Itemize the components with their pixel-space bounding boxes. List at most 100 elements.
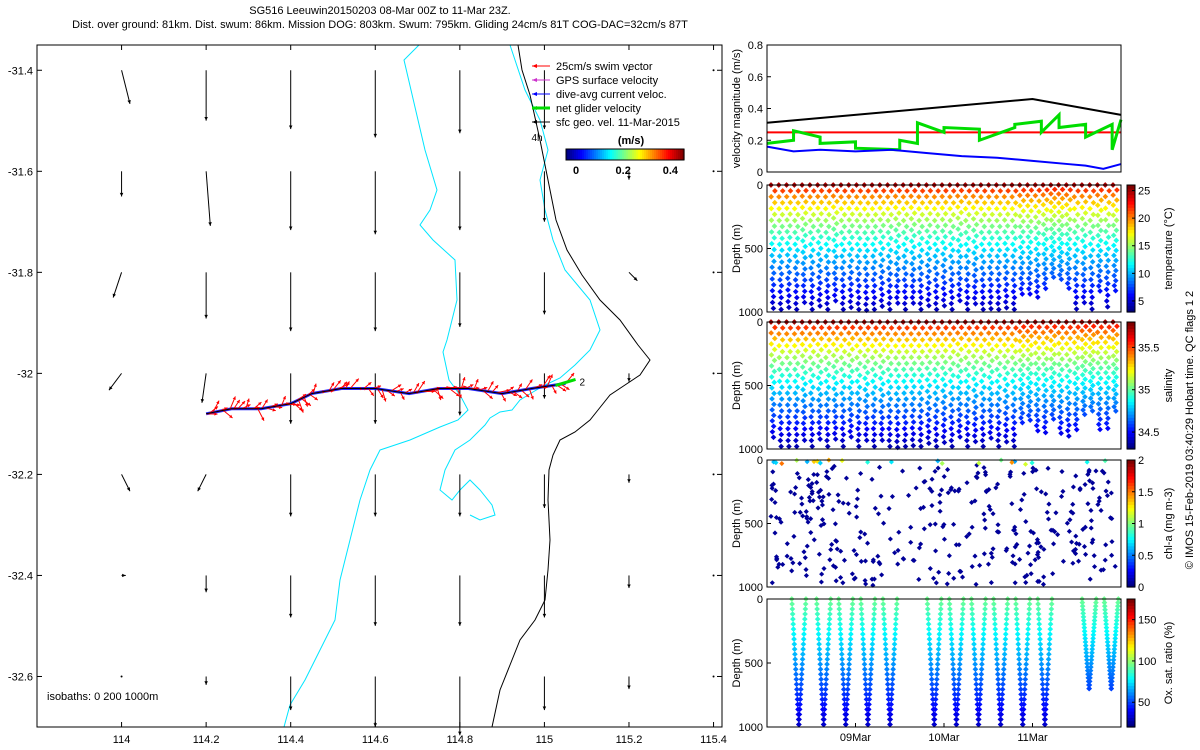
temperature-point	[900, 229, 907, 236]
salinity-point	[1081, 411, 1088, 418]
temperature-point	[1098, 187, 1105, 193]
chla-point	[939, 487, 945, 493]
salinity-colorbar-cell	[1127, 350, 1135, 355]
salinity-point	[918, 408, 925, 414]
temperature-point	[834, 198, 840, 205]
temperature-point	[1098, 217, 1104, 224]
salinity-point	[839, 390, 845, 396]
temperature-point	[1010, 253, 1016, 259]
geo-vector-head	[200, 398, 205, 403]
chla-point	[799, 501, 805, 507]
salinity-point	[786, 396, 793, 402]
salinity-point	[942, 382, 949, 388]
temperature-point	[1080, 260, 1086, 267]
salinity-point	[934, 372, 941, 379]
chla-point	[803, 509, 809, 515]
salinity-point	[988, 424, 995, 430]
temperature-point	[904, 199, 910, 206]
salinity-point	[1019, 410, 1026, 416]
swim-vector-head	[475, 379, 479, 383]
salinity-point	[943, 324, 949, 331]
salinity-point	[1011, 431, 1018, 438]
temperature-point	[869, 229, 876, 236]
temperature-point	[810, 188, 817, 194]
chla-point	[977, 562, 983, 568]
salinity-point	[973, 347, 980, 354]
oxygen-point	[823, 681, 829, 688]
salinity-point	[958, 357, 964, 364]
temperature-point	[807, 229, 814, 236]
oxygen-point	[802, 611, 808, 617]
temperature-point	[980, 282, 987, 289]
salinity-point	[856, 443, 862, 450]
swim-vector-head	[529, 379, 533, 383]
temperature-point	[940, 285, 947, 292]
map-colorbar-cell	[638, 149, 641, 160]
oxygen-point	[1089, 649, 1095, 656]
temperature-point	[1051, 248, 1057, 254]
temperature-point	[832, 286, 839, 293]
oxygen-point	[955, 686, 962, 693]
oxygen-point	[798, 676, 805, 683]
oxygen-point	[848, 631, 854, 637]
temperature-colorbar-cell	[1127, 204, 1135, 208]
temperature-point	[769, 299, 776, 306]
salinity-point	[981, 336, 988, 343]
chla-point	[817, 460, 823, 466]
temperature-point	[958, 187, 965, 194]
oxygen-point	[999, 696, 1005, 703]
temperature-point	[932, 253, 938, 259]
chla-point	[975, 470, 981, 476]
chla-point	[941, 473, 947, 480]
chla-point	[972, 553, 978, 559]
temperature-point	[833, 242, 840, 249]
temperature-point	[872, 199, 879, 206]
salinity-point	[1064, 406, 1071, 412]
oxygen-point	[888, 696, 895, 703]
temperature-point	[924, 251, 931, 257]
temperature-point	[958, 209, 965, 216]
chla-point	[869, 476, 875, 482]
salinity-point	[777, 402, 783, 408]
salinity-point	[1017, 347, 1023, 354]
salinity-point	[901, 402, 908, 408]
oxygen-point	[1092, 606, 1099, 613]
oxygen-point	[887, 716, 894, 723]
chla-cbar-tick-label: 2	[1138, 455, 1144, 467]
salinity-point	[994, 425, 1001, 432]
temperature-point	[839, 300, 846, 307]
temperature-point	[965, 235, 972, 242]
oxygen-point	[1091, 624, 1097, 631]
salinity-point	[784, 378, 791, 385]
map-colorbar-cell	[580, 149, 583, 160]
temperature-point	[981, 211, 988, 218]
temperature-point	[848, 292, 855, 299]
salinity-point	[942, 347, 949, 354]
salinity-point	[810, 348, 817, 355]
oxygen-point	[936, 636, 942, 642]
salinity-point	[1087, 369, 1094, 376]
temperature-point	[885, 241, 892, 248]
salinity-point	[1110, 378, 1117, 385]
temperature-point	[981, 259, 987, 265]
oxygen-point	[1021, 696, 1028, 703]
salinity-point	[826, 336, 833, 343]
temperature-point	[846, 205, 852, 212]
salinity-point	[825, 408, 832, 414]
salinity-point	[1113, 382, 1119, 389]
temperature-point	[908, 215, 915, 222]
salinity-point	[877, 330, 883, 337]
temperature-point	[786, 304, 792, 311]
temperature-point	[973, 233, 980, 239]
salinity-point	[878, 431, 885, 438]
salinity-point	[1103, 369, 1109, 376]
salinity-point	[1113, 391, 1119, 397]
oxygen-point	[847, 641, 854, 647]
salinity-point	[1098, 354, 1104, 361]
salinity-point	[815, 352, 821, 359]
temperature-point	[935, 199, 941, 206]
salinity-point	[872, 360, 879, 367]
chla-point	[772, 530, 778, 536]
map-colorbar-cell	[682, 149, 685, 160]
temperature-point	[1055, 191, 1062, 197]
